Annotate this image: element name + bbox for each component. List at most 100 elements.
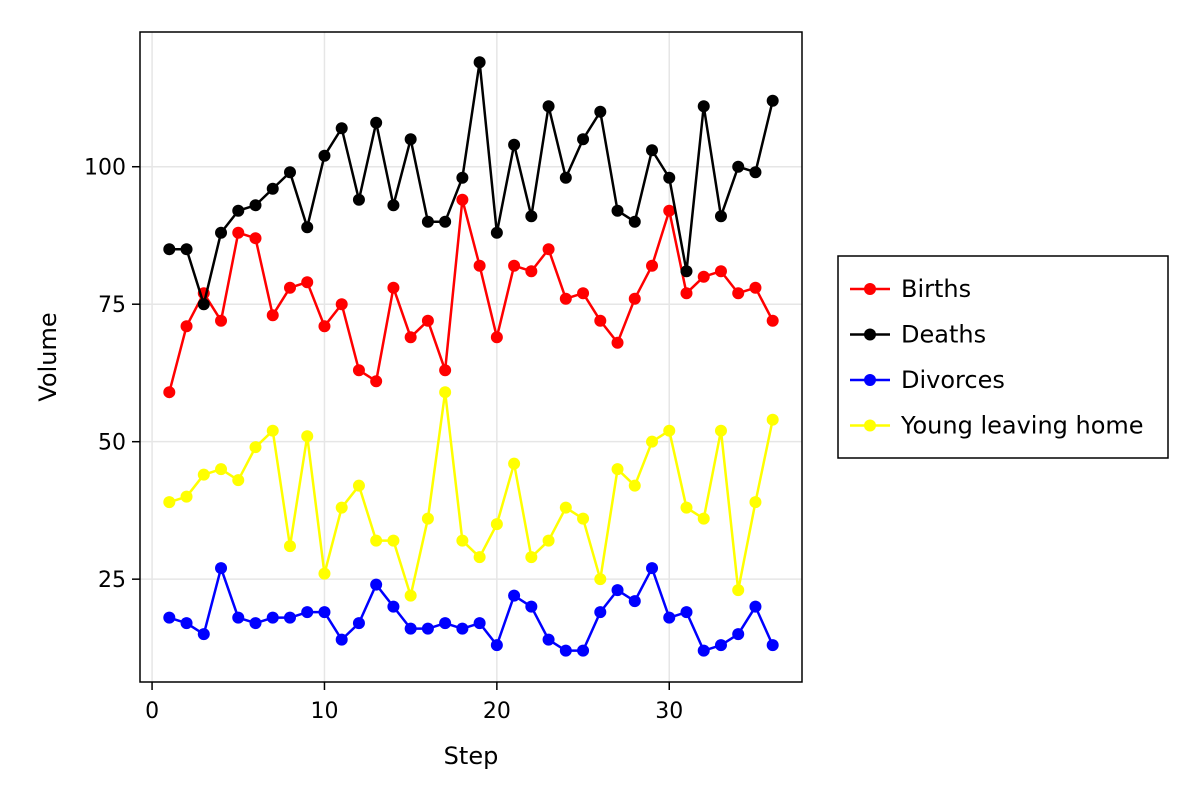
data-point-divorces xyxy=(404,622,417,635)
data-point-deaths xyxy=(628,215,641,228)
data-point-births xyxy=(490,331,503,344)
data-point-births xyxy=(749,281,762,294)
data-point-births xyxy=(714,265,727,278)
data-point-divorces xyxy=(766,639,779,652)
data-point-deaths xyxy=(439,215,452,228)
data-point-births xyxy=(370,375,383,388)
data-point-births xyxy=(335,298,348,311)
data-point-young-leaving-home xyxy=(404,589,417,602)
data-point-divorces xyxy=(301,606,314,619)
data-point-deaths xyxy=(490,226,503,239)
data-point-divorces xyxy=(180,617,193,630)
data-point-births xyxy=(301,276,314,289)
data-point-deaths xyxy=(766,94,779,107)
data-point-births xyxy=(594,314,607,327)
legend-label-young-leaving-home: Young leaving home xyxy=(900,412,1144,440)
y-tick-label: 100 xyxy=(84,156,126,181)
data-point-young-leaving-home xyxy=(680,501,693,514)
data-point-deaths xyxy=(404,133,417,146)
x-tick-label: 0 xyxy=(145,699,159,724)
data-point-deaths xyxy=(525,210,538,223)
data-point-deaths xyxy=(215,226,228,239)
data-point-divorces xyxy=(473,617,486,630)
data-point-deaths xyxy=(232,204,245,217)
legend-item-young-leaving-home: Young leaving home xyxy=(850,412,1144,440)
legend-item-deaths: Deaths xyxy=(850,321,986,349)
data-point-divorces xyxy=(335,633,348,646)
data-point-divorces xyxy=(283,611,296,624)
data-point-deaths xyxy=(283,166,296,179)
series-layer xyxy=(163,56,779,657)
series-young-leaving-home xyxy=(163,386,779,602)
data-point-young-leaving-home xyxy=(301,430,314,443)
axis-ticks: 0 10 20 30 25 50 75 100 xyxy=(84,156,683,724)
x-axis-label: Step xyxy=(444,742,499,770)
data-point-deaths xyxy=(577,133,590,146)
data-point-births xyxy=(456,193,469,206)
data-point-deaths xyxy=(318,149,331,162)
y-tick-label: 25 xyxy=(98,568,126,593)
legend-marker-young-leaving-home xyxy=(864,419,876,432)
data-point-births xyxy=(215,314,228,327)
data-point-deaths xyxy=(508,138,521,151)
x-tick-label: 20 xyxy=(483,699,511,724)
data-point-young-leaving-home xyxy=(335,501,348,514)
data-point-young-leaving-home xyxy=(508,457,521,470)
data-point-deaths xyxy=(697,100,710,113)
data-point-births xyxy=(249,232,262,245)
data-point-young-leaving-home xyxy=(594,573,607,586)
data-point-divorces xyxy=(352,617,365,630)
data-point-deaths xyxy=(559,171,572,184)
legend-item-births: Births xyxy=(850,275,971,303)
data-point-young-leaving-home xyxy=(697,512,710,525)
legend-marker-births xyxy=(864,283,876,295)
data-point-births xyxy=(163,386,176,399)
legend: Births Deaths Divorces Young leaving home xyxy=(837,255,1169,459)
data-point-deaths xyxy=(163,243,176,256)
data-point-divorces xyxy=(542,633,555,646)
data-point-young-leaving-home xyxy=(318,567,331,580)
data-point-deaths xyxy=(335,122,348,135)
data-point-births xyxy=(180,320,193,333)
data-point-young-leaving-home xyxy=(577,512,590,525)
y-tick-label: 75 xyxy=(98,293,126,318)
data-point-divorces xyxy=(249,617,262,630)
data-point-births xyxy=(387,281,400,294)
data-point-deaths xyxy=(197,298,210,311)
data-point-divorces xyxy=(439,617,452,630)
data-point-births xyxy=(663,204,676,217)
data-point-births xyxy=(646,259,659,272)
data-point-deaths xyxy=(249,199,262,212)
data-point-deaths xyxy=(352,193,365,206)
data-point-deaths xyxy=(542,100,555,113)
data-point-divorces xyxy=(508,589,521,602)
y-tick-label: 50 xyxy=(98,431,126,456)
data-point-births xyxy=(680,287,693,300)
data-point-deaths xyxy=(473,56,486,69)
data-point-births xyxy=(318,320,331,333)
data-point-divorces xyxy=(559,644,572,657)
data-point-divorces xyxy=(266,611,279,624)
legend-marker-deaths xyxy=(864,328,876,341)
series-line-young-leaving-home xyxy=(168,390,774,597)
y-axis-label: Volume xyxy=(34,312,62,401)
data-point-divorces xyxy=(732,628,745,641)
data-point-deaths xyxy=(646,144,659,157)
data-point-divorces xyxy=(421,622,434,635)
data-point-young-leaving-home xyxy=(646,435,659,448)
data-point-births xyxy=(266,309,279,322)
data-point-young-leaving-home xyxy=(283,540,296,553)
data-point-divorces xyxy=(197,628,210,641)
data-point-deaths xyxy=(387,199,400,212)
legend-label-divorces: Divorces xyxy=(901,366,1005,394)
data-point-deaths xyxy=(301,221,314,234)
data-point-young-leaving-home xyxy=(559,501,572,514)
data-point-young-leaving-home xyxy=(439,386,452,399)
data-point-deaths xyxy=(663,171,676,184)
data-point-births xyxy=(766,314,779,327)
data-point-young-leaving-home xyxy=(663,424,676,437)
data-point-young-leaving-home xyxy=(180,490,193,503)
data-point-divorces xyxy=(387,600,400,613)
x-tick-label: 10 xyxy=(310,699,338,724)
